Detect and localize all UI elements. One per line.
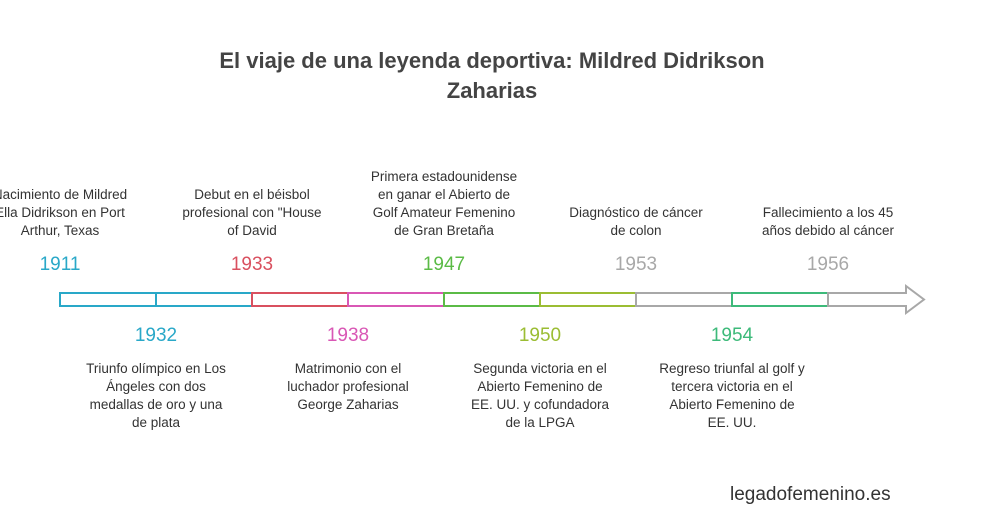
footer-site: legadofemenino.es — [730, 484, 891, 505]
year-label-1933: 1933 — [230, 254, 274, 275]
event-description-1933: Debut en el béisbol profesional con "Hou… — [182, 187, 322, 238]
timeline-segment-1947 — [443, 292, 541, 307]
year-label-1954: 1954 — [710, 325, 754, 346]
event-description-1932: Triunfo olímpico en Los Ángeles con dos … — [86, 361, 226, 430]
year-label-1932: 1932 — [134, 325, 178, 346]
timeline-arrow-head — [827, 284, 926, 315]
timeline-segment-1938 — [347, 292, 445, 307]
page-title: El viaje de una leyenda deportiva: Mildr… — [219, 48, 765, 103]
event-description-1950: Segunda victoria en el Abierto Femenino … — [470, 361, 610, 430]
year-label-1947: 1947 — [422, 254, 466, 275]
event-description-1954: Regreso triunfal al golf y tercera victo… — [659, 361, 805, 430]
event-description-1947: Primera estadounidense en ganar el Abier… — [370, 169, 518, 238]
year-label-1938: 1938 — [326, 325, 370, 346]
timeline-segment-1911 — [59, 292, 157, 307]
year-label-1950: 1950 — [518, 325, 562, 346]
timeline-segment-1932 — [155, 292, 253, 307]
timeline-segment-1950 — [539, 292, 637, 307]
event-description-1953: Diagnóstico de cáncer de colon — [569, 205, 703, 238]
event-description-1911: Nacimiento de Mildred Ella Didrikson en … — [0, 187, 128, 238]
year-label-1953: 1953 — [614, 254, 658, 275]
timeline-segment-1954 — [731, 292, 829, 307]
year-label-1956: 1956 — [806, 254, 850, 275]
event-description-1938: Matrimonio con el luchador profesional G… — [287, 361, 409, 412]
event-description-1956: Fallecimiento a los 45 años debido al cá… — [761, 205, 895, 238]
year-label-1911: 1911 — [39, 254, 81, 275]
timeline-segment-1953 — [635, 292, 733, 307]
timeline-segment-1933 — [251, 292, 349, 307]
